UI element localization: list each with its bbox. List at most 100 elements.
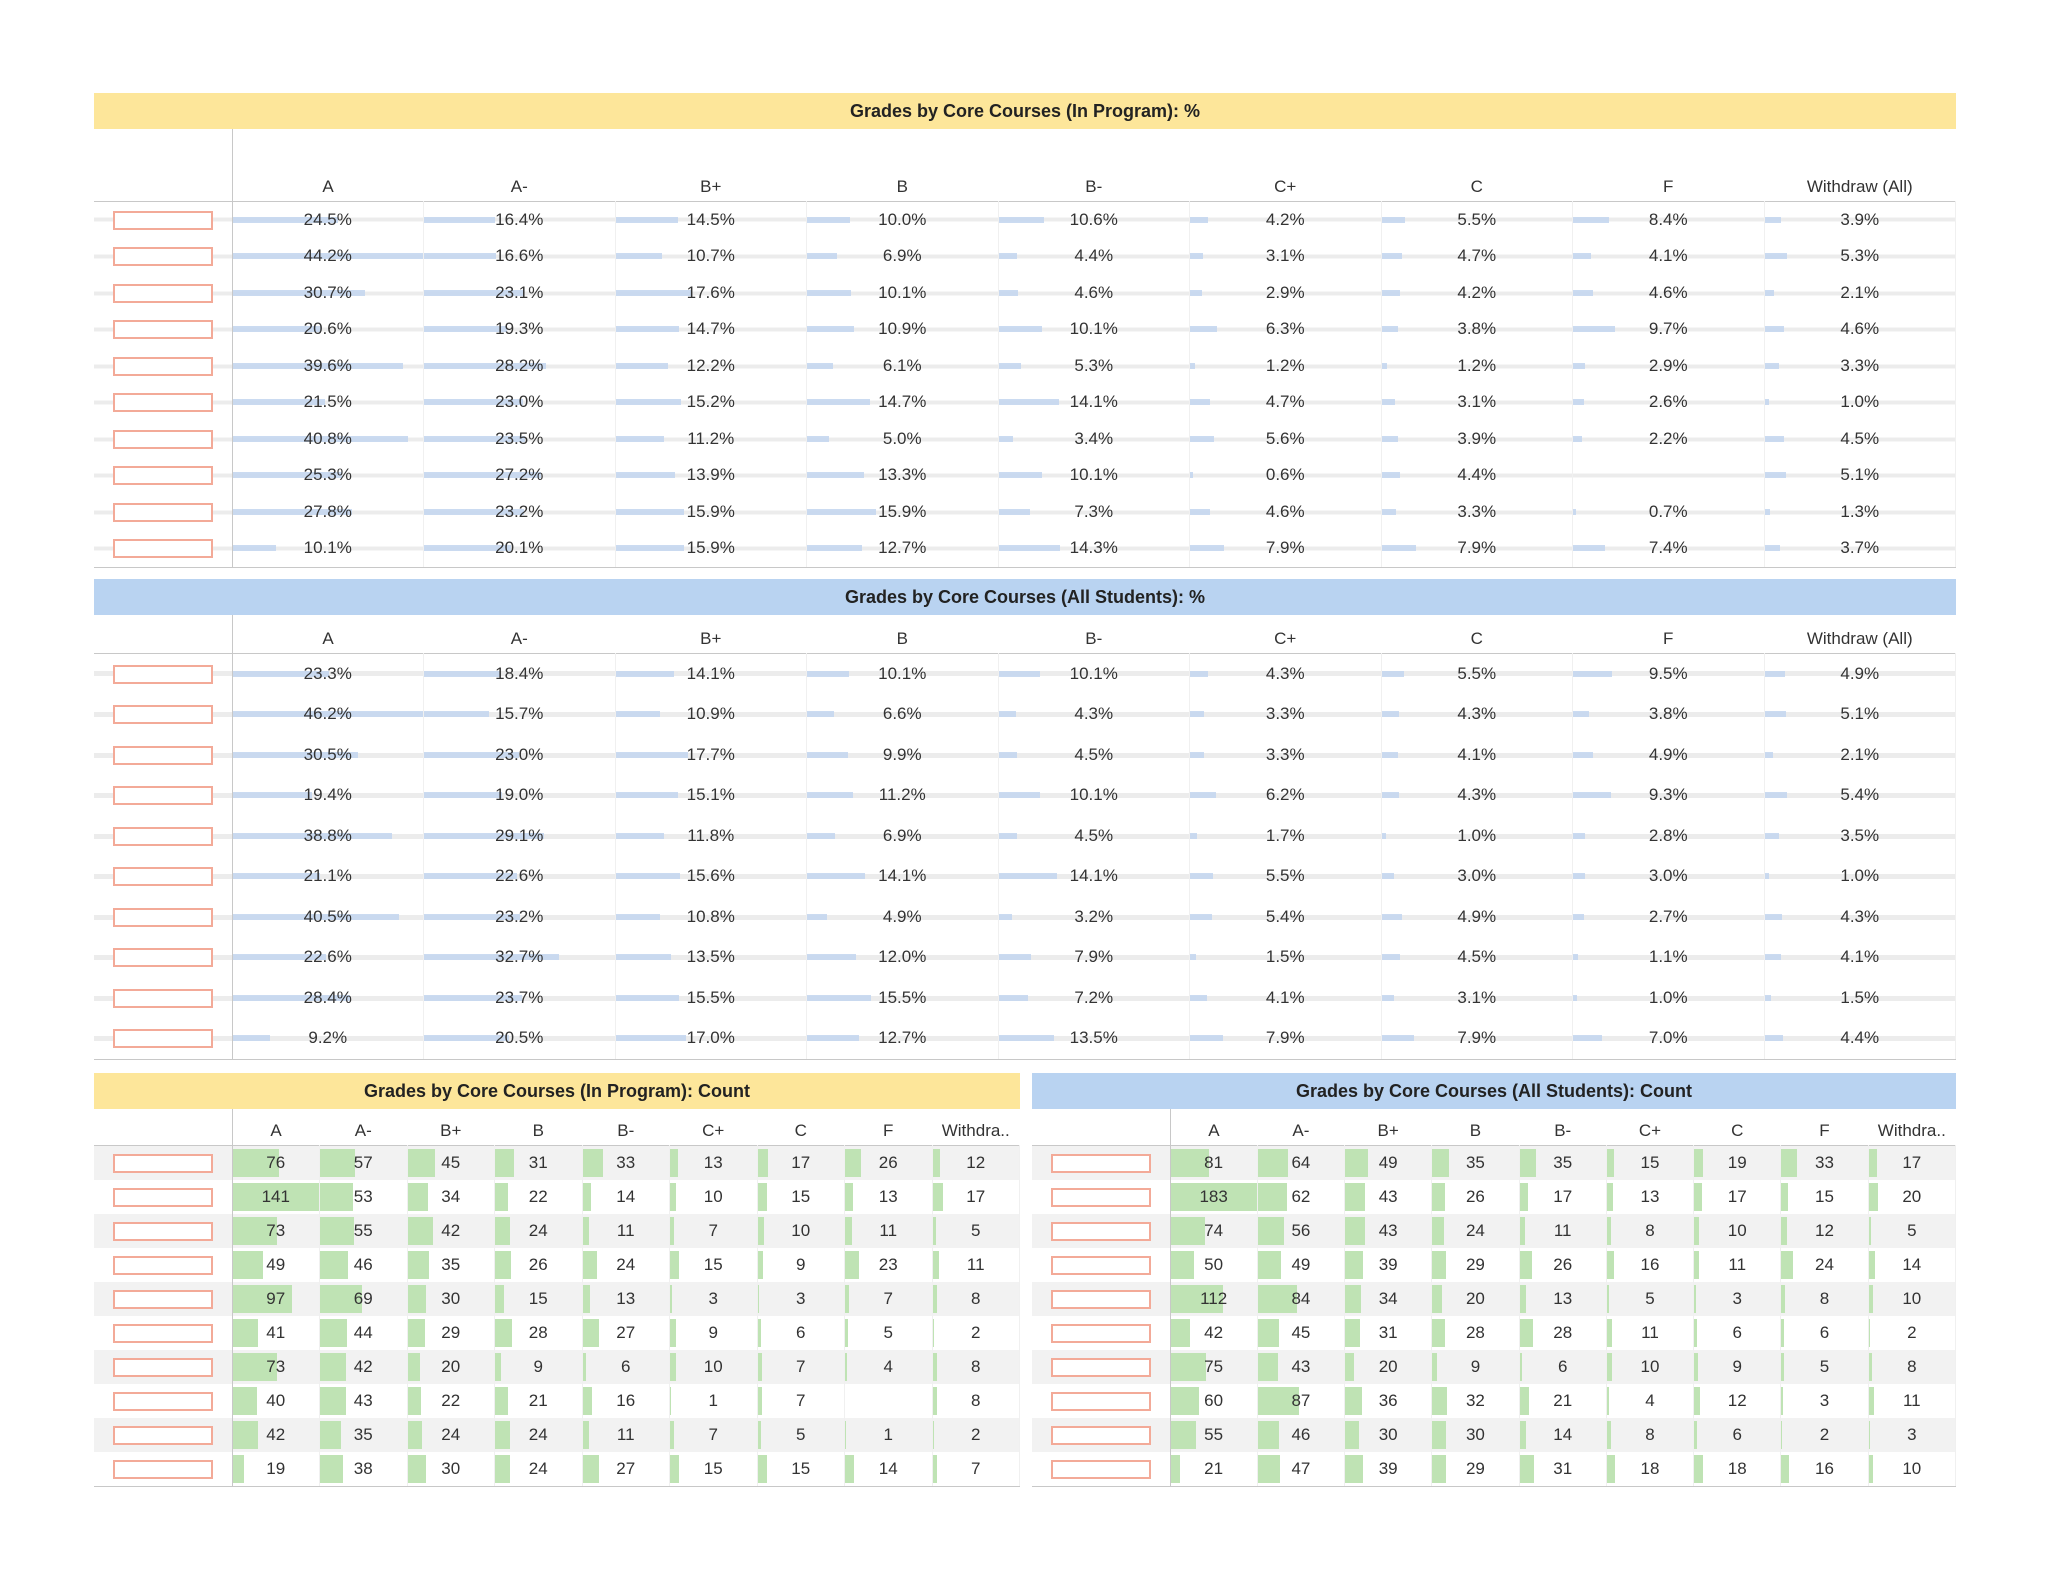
cell-value: 33 <box>616 1152 636 1172</box>
cell-value: 1.3% <box>1840 501 1880 521</box>
cell-value: 2.2% <box>1648 428 1688 448</box>
cell-value: 10 <box>1902 1458 1922 1478</box>
value-bar <box>1694 1216 1699 1245</box>
table-cell: 5.3% <box>998 347 1190 384</box>
table-cell: 2.7% <box>1572 896 1765 937</box>
table-cell: 12 <box>1693 1383 1782 1418</box>
cell-value: 97 <box>266 1288 286 1308</box>
table-cell: 6 <box>1519 1349 1607 1384</box>
row-label <box>94 274 233 311</box>
cell-value: 14.1% <box>1069 392 1118 412</box>
value-bar <box>1764 1035 1783 1042</box>
redacted-course-label <box>1050 1221 1151 1241</box>
row-label <box>94 1213 233 1248</box>
cell-value: 8 <box>971 1356 981 1376</box>
table-cell: 17 <box>1868 1145 1957 1180</box>
cell-value: 49 <box>1378 1152 1398 1172</box>
row-label <box>1032 1349 1171 1384</box>
table-cell: 4.4% <box>998 238 1190 275</box>
table-cell: 15.9% <box>615 530 807 567</box>
column-header: C+ <box>1274 628 1297 648</box>
value-bar <box>845 1454 854 1483</box>
cell-value: 7.9% <box>1457 538 1497 558</box>
table-cell: 5.4% <box>1764 775 1956 816</box>
cell-value: 15 <box>703 1458 723 1478</box>
table-cell: 5 <box>757 1417 845 1452</box>
cell-value: 4.6% <box>1265 501 1305 521</box>
row-label <box>94 1451 233 1486</box>
value-bar <box>407 1182 429 1211</box>
table-cell: 16.4% <box>423 201 616 238</box>
row-label <box>94 1145 233 1180</box>
value-bar <box>1781 1420 1783 1449</box>
value-bar <box>582 1250 598 1279</box>
cell-value: 36 <box>1378 1390 1398 1410</box>
table-cell: 4.9% <box>1764 653 1956 694</box>
table-cell: 19 <box>232 1451 320 1486</box>
table-cell: 18 <box>1693 1451 1782 1486</box>
value-bar <box>807 253 837 260</box>
cell-value: 49 <box>266 1254 286 1274</box>
redacted-course-label <box>1050 1459 1151 1479</box>
table-row: 19 38 30 24 27 15 15 14 7 <box>94 1451 1020 1486</box>
cell-value: 23.7% <box>495 987 544 1007</box>
cell-value: 4.7% <box>1457 246 1497 266</box>
cell-value: 30 <box>1465 1424 1485 1444</box>
cell-value: 1.0% <box>1648 987 1688 1007</box>
value-bar <box>1432 1420 1447 1449</box>
table-cell: 9.3% <box>1572 775 1765 816</box>
value-bar <box>1868 1352 1873 1381</box>
cell-value: 75 <box>1204 1356 1224 1376</box>
table-row: 73 55 42 24 11 7 10 11 5 <box>94 1213 1020 1248</box>
cell-value: 15.9% <box>686 501 735 521</box>
cell-value: 4.9% <box>882 906 922 926</box>
column-header: C+ <box>702 1120 725 1140</box>
cell-value: 19.3% <box>495 319 544 339</box>
table-cell: 20.1% <box>423 530 616 567</box>
redacted-course-label <box>112 1255 213 1275</box>
cell-value: 1.0% <box>1457 825 1497 845</box>
table-cell: 39 <box>1344 1451 1433 1486</box>
value-bar <box>757 1318 762 1347</box>
cell-value: 11 <box>1728 1254 1747 1274</box>
column-header: A <box>1208 1120 1220 1140</box>
table-cell: 1.7% <box>1189 815 1382 856</box>
cell-value: 24 <box>1815 1254 1834 1274</box>
table-cell: 15.9% <box>615 493 807 530</box>
table-cell: 50 <box>1170 1247 1258 1282</box>
table-cell: 9 <box>757 1247 845 1282</box>
table-cell: 15 <box>757 1179 845 1214</box>
value-bar <box>1868 1216 1871 1245</box>
table-cell: 4 <box>1606 1383 1695 1418</box>
cell-value: 20.1% <box>495 538 544 558</box>
table-cell: 3.4% <box>998 420 1190 457</box>
table-panel-all-students-percent: Grades by Core Courses (All Students): %… <box>94 579 1956 1060</box>
table-cell: 3.1% <box>1189 238 1382 275</box>
cell-value: 9.9% <box>882 744 922 764</box>
cell-value: 31 <box>1553 1458 1573 1478</box>
value-bar <box>1781 1148 1797 1177</box>
cell-value: 30 <box>1378 1424 1398 1444</box>
table-cell: 5.3% <box>1764 238 1956 275</box>
value-bar <box>1381 545 1416 552</box>
table-cell: 14 <box>1519 1417 1607 1452</box>
value-bar <box>1764 326 1785 333</box>
table-cell: 11.2% <box>615 420 807 457</box>
cell-value: 10.1% <box>1069 663 1118 683</box>
cell-value: 4.3% <box>1457 704 1497 724</box>
cell-value: 10.9% <box>686 704 735 724</box>
cell-value: 10.1% <box>1069 465 1118 485</box>
table-cell: 12 <box>932 1145 1020 1180</box>
value-bar <box>232 362 404 369</box>
value-bar <box>1606 1454 1616 1483</box>
redacted-course-label <box>112 988 213 1008</box>
table-cell: 13 <box>1519 1281 1607 1316</box>
cell-value: 81 <box>1204 1152 1224 1172</box>
value-bar <box>1170 1352 1206 1381</box>
value-bar <box>232 435 409 442</box>
value-bar <box>998 792 1041 799</box>
cell-value: 73 <box>266 1220 286 1240</box>
table-cell: 97 <box>232 1281 320 1316</box>
table-cell: 5 <box>1868 1213 1957 1248</box>
value-bar <box>670 1182 677 1211</box>
